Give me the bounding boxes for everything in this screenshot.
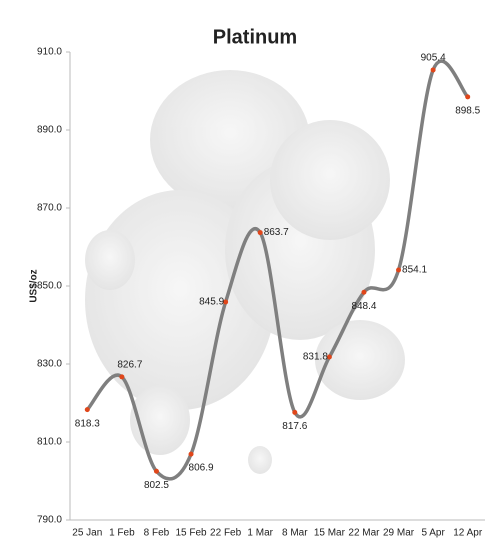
chart-title: Platinum xyxy=(213,26,297,48)
y-tick-label: 870.0 xyxy=(37,203,62,214)
data-label: 831.8 xyxy=(303,352,328,363)
point-marker xyxy=(84,407,90,413)
y-tick-label: 810.0 xyxy=(37,437,62,448)
point-marker xyxy=(292,409,298,415)
point-marker xyxy=(326,354,332,360)
y-tick-label: 830.0 xyxy=(37,359,62,370)
data-label: 848.4 xyxy=(351,301,376,312)
point-marker xyxy=(361,289,367,295)
data-label: 826.7 xyxy=(117,360,142,371)
data-label: 905.4 xyxy=(421,53,446,64)
x-tick-label: 15 Feb xyxy=(175,528,207,539)
y-axis-label: US$/oz xyxy=(29,269,40,302)
x-tick-label: 8 Mar xyxy=(282,528,308,539)
point-marker xyxy=(119,374,125,380)
data-label: 845.9 xyxy=(199,297,224,308)
point-marker xyxy=(465,94,471,100)
x-tick-label: 5 Apr xyxy=(421,528,445,539)
point-marker xyxy=(430,67,436,73)
x-tick-label: 15 Mar xyxy=(314,528,346,539)
point-marker xyxy=(257,230,263,236)
y-tick-label: 910.0 xyxy=(37,47,62,58)
data-label: 802.5 xyxy=(144,480,169,491)
data-label: 806.9 xyxy=(189,463,214,474)
point-marker xyxy=(188,451,194,457)
x-tick-label: 1 Feb xyxy=(109,528,135,539)
data-label: 854.1 xyxy=(402,265,427,276)
data-label: 863.7 xyxy=(264,227,289,238)
x-tick-label: 12 Apr xyxy=(453,528,483,539)
background-image xyxy=(85,70,405,474)
data-label: 818.3 xyxy=(75,418,100,429)
x-tick-label: 25 Jan xyxy=(72,528,102,539)
x-tick-label: 22 Mar xyxy=(348,528,380,539)
x-tick-label: 8 Feb xyxy=(144,528,170,539)
point-marker xyxy=(153,468,159,474)
data-label: 817.6 xyxy=(282,421,307,432)
point-marker xyxy=(396,267,402,273)
y-tick-label: 850.0 xyxy=(37,281,62,292)
y-tick-label: 790.0 xyxy=(37,515,62,526)
x-tick-label: 22 Feb xyxy=(210,528,242,539)
point-marker xyxy=(223,299,229,305)
x-tick-label: 29 Mar xyxy=(383,528,415,539)
data-label: 898.5 xyxy=(455,105,480,116)
y-tick-label: 890.0 xyxy=(37,125,62,136)
x-tick-label: 1 Mar xyxy=(247,528,273,539)
